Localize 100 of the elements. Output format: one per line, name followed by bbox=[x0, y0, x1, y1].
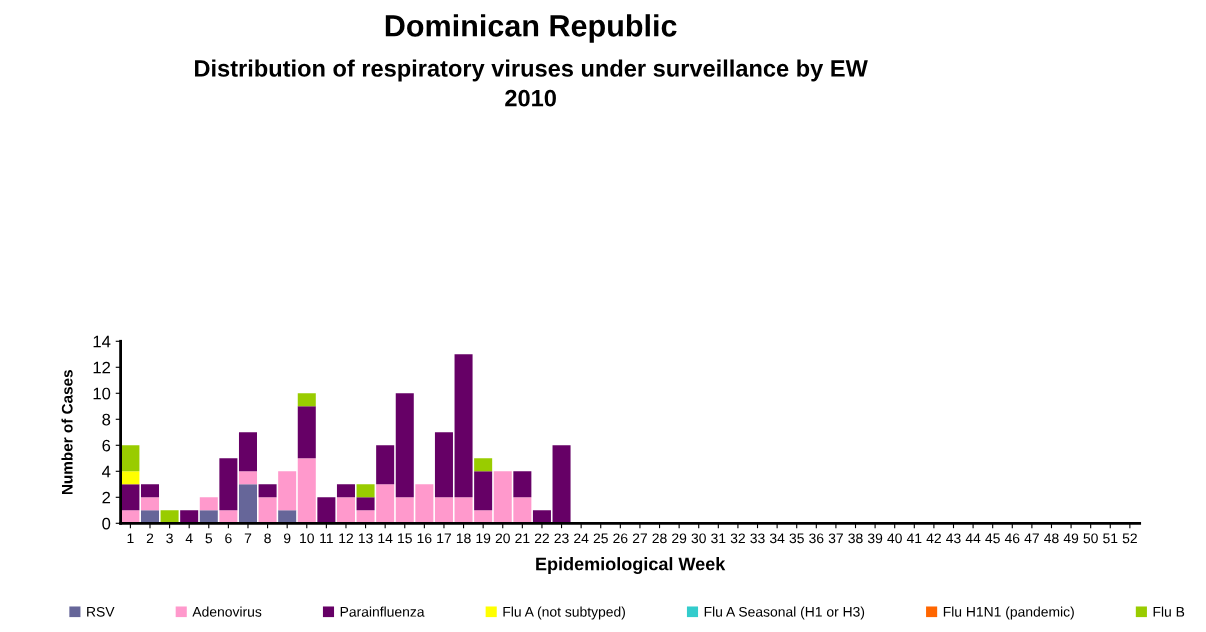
y-tick-label: 4 bbox=[101, 465, 111, 478]
bar bbox=[121, 445, 140, 472]
bar bbox=[121, 471, 140, 485]
x-tick-label: 36 bbox=[809, 533, 824, 544]
x-tick-label: 35 bbox=[789, 533, 804, 544]
bar bbox=[317, 497, 336, 524]
x-tick-label: 2 bbox=[146, 533, 154, 544]
x-tick-label: 31 bbox=[711, 533, 726, 544]
bar bbox=[278, 510, 297, 524]
x-tick-label: 49 bbox=[1063, 533, 1079, 544]
bar bbox=[336, 484, 355, 498]
x-tick-label: 33 bbox=[750, 533, 765, 544]
bar bbox=[140, 484, 160, 498]
bar bbox=[121, 484, 140, 511]
x-tick-label: 40 bbox=[887, 533, 902, 544]
x-tick-label: 12 bbox=[339, 533, 353, 544]
bar bbox=[160, 510, 179, 524]
y-tick-label: 6 bbox=[102, 439, 111, 452]
x-tick-label: 43 bbox=[946, 533, 961, 544]
x-tick-label: 32 bbox=[730, 533, 745, 544]
y-tick-label: 2 bbox=[102, 491, 111, 504]
bar bbox=[199, 510, 218, 524]
x-tick-label: 41 bbox=[906, 533, 922, 544]
x-tick-label: 48 bbox=[1044, 533, 1059, 544]
bar bbox=[140, 497, 160, 511]
x-tick-label: 25 bbox=[593, 533, 608, 544]
x-tick-label: 15 bbox=[398, 533, 412, 544]
chart-subtitle: Distribution of respiratory viruses under surveillance by EW 2010 bbox=[195, 59, 868, 107]
x-tick-label: 39 bbox=[867, 533, 883, 544]
x-axis-title: Epidemiological Week bbox=[536, 557, 726, 574]
x-tick-label: 5 bbox=[205, 533, 213, 544]
bar bbox=[434, 497, 453, 524]
x-tick-label: 26 bbox=[613, 533, 628, 544]
bar bbox=[258, 484, 277, 498]
x-tick-label: 30 bbox=[691, 533, 706, 544]
bar bbox=[395, 393, 414, 498]
bar bbox=[140, 510, 160, 524]
x-tick-label: 19 bbox=[476, 533, 491, 544]
bar bbox=[376, 445, 395, 485]
bar bbox=[219, 510, 238, 524]
bar bbox=[238, 484, 257, 524]
x-tick-label: 3 bbox=[166, 533, 173, 544]
x-tick-label: 22 bbox=[534, 533, 549, 544]
legend-label: Adenovirus bbox=[192, 606, 262, 617]
bar bbox=[238, 471, 257, 485]
x-tick-label: 38 bbox=[848, 533, 863, 544]
bar bbox=[297, 406, 316, 459]
x-tick-label: 27 bbox=[632, 533, 647, 544]
x-tick-label: 11 bbox=[320, 533, 333, 544]
x-tick-label: 1 bbox=[127, 533, 134, 544]
x-tick-label: 21 bbox=[515, 533, 530, 544]
x-tick-label: 28 bbox=[652, 533, 667, 544]
x-tick-label: 37 bbox=[828, 533, 843, 544]
x-tick-label: 50 bbox=[1083, 533, 1098, 544]
bar bbox=[513, 471, 532, 498]
bar bbox=[336, 497, 355, 524]
bar bbox=[552, 445, 571, 524]
bar bbox=[297, 458, 316, 524]
y-tick-label: 10 bbox=[93, 387, 111, 400]
bar bbox=[297, 393, 316, 407]
x-tick-label: 20 bbox=[495, 533, 510, 544]
x-tick-label: 17 bbox=[437, 533, 451, 544]
legend-label: RSV bbox=[87, 606, 115, 617]
x-tick-label: 29 bbox=[672, 533, 687, 544]
x-tick-label: 8 bbox=[264, 533, 271, 544]
bar bbox=[356, 484, 375, 498]
y-tick-label: 12 bbox=[93, 361, 111, 374]
x-tick-label: 16 bbox=[417, 533, 432, 544]
bar bbox=[238, 432, 257, 472]
bar bbox=[219, 458, 238, 511]
x-tick-label: 14 bbox=[378, 533, 393, 544]
y-tick-label: 8 bbox=[102, 413, 111, 426]
bar bbox=[180, 510, 199, 524]
x-tick-label: 51 bbox=[1103, 533, 1118, 544]
x-tick-label: 52 bbox=[1122, 533, 1137, 544]
x-tick-label: 13 bbox=[358, 533, 373, 544]
legend-label: Flu H1N1 (pandemic) bbox=[943, 606, 1074, 620]
bar bbox=[356, 497, 375, 511]
chart-title: Dominican Republic bbox=[385, 14, 677, 43]
x-tick-label: 46 bbox=[1004, 533, 1020, 544]
legend-label: Flu A Seasonal (H1 or H3) bbox=[704, 606, 865, 620]
y-tick-label: 14 bbox=[93, 335, 111, 348]
legend-label: Flu A (not subtyped) bbox=[503, 606, 625, 620]
x-tick-label: 47 bbox=[1024, 533, 1039, 544]
x-tick-label: 42 bbox=[926, 533, 941, 544]
legend-label: Flu B bbox=[1153, 606, 1185, 617]
bar bbox=[532, 510, 551, 524]
x-tick-label: 10 bbox=[300, 533, 314, 544]
legend-label: Parainfluenza bbox=[340, 606, 425, 617]
x-tick-label: 7 bbox=[244, 533, 252, 544]
bar bbox=[199, 497, 218, 511]
x-tick-label: 45 bbox=[985, 533, 1000, 544]
x-tick-label: 4 bbox=[185, 533, 193, 544]
x-tick-label: 6 bbox=[225, 533, 232, 544]
y-axis-title: Number of Cases bbox=[61, 370, 73, 495]
y-tick-label: 0 bbox=[102, 517, 111, 530]
x-tick-label: 44 bbox=[965, 533, 981, 544]
x-tick-label: 9 bbox=[283, 533, 291, 544]
x-tick-label: 18 bbox=[456, 533, 471, 544]
x-tick-label: 23 bbox=[554, 533, 569, 544]
